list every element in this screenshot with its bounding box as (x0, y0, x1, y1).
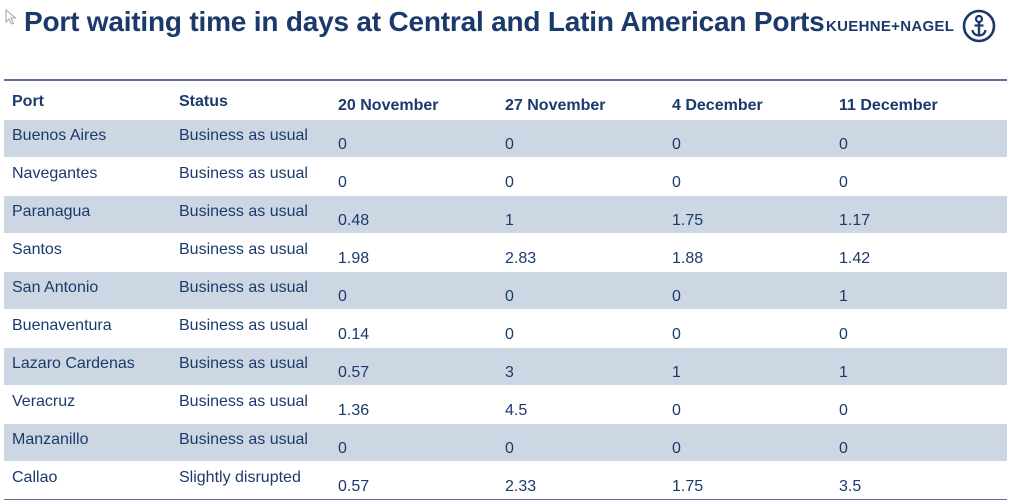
column-header: Port (12, 93, 44, 110)
status-cell: Business as usual (179, 355, 308, 372)
waiting-days-cell: 0 (338, 174, 347, 191)
table-row: Santos Business as usual 1.98 2.83 1.88 1.42 (4, 233, 1007, 271)
status-cell: Business as usual (179, 279, 308, 296)
port-name-cell: Paranagua (12, 203, 91, 220)
status-cell: Business as usual (179, 127, 308, 144)
port-name-cell: Callao (12, 469, 58, 486)
waiting-days-cell: 1.75 (672, 212, 704, 229)
waiting-days-cell: 1 (839, 364, 848, 381)
waiting-days-cell: 0 (839, 136, 848, 153)
column-header: Status (179, 93, 228, 110)
table-row: Buenos Aires Business as usual 0 0 0 0 (4, 119, 1007, 157)
waiting-days-cell: 0 (839, 326, 848, 343)
waiting-days-cell: 0.48 (338, 212, 370, 229)
table-header: Port Status 20 November 27 November 4 Decemb… (4, 81, 1007, 119)
status-cell: Business as usual (179, 317, 308, 334)
table-row: Paranagua Business as usual 0.48 1 1.75 1.17 (4, 195, 1007, 233)
waiting-days-cell: 0 (505, 326, 514, 343)
waiting-days-cell: 1.17 (839, 212, 871, 229)
waiting-days-cell: 4.5 (505, 402, 528, 419)
table-row: Buenaventura Business as usual 0.14 0 0 0 (4, 309, 1007, 347)
waiting-days-cell: 3.5 (839, 478, 862, 495)
waiting-days-cell: 0 (338, 136, 347, 153)
waiting-days-cell: 0 (839, 402, 848, 419)
waiting-days-cell: 0.14 (338, 326, 370, 343)
waiting-days-cell: 0.57 (338, 364, 370, 381)
waiting-days-cell: 2.83 (505, 250, 537, 267)
port-name-cell: San Antonio (12, 279, 99, 296)
waiting-days-cell: 1 (839, 288, 848, 305)
waiting-days-cell: 1 (505, 212, 514, 229)
port-name-cell: Buenaventura (12, 317, 112, 334)
table-row: Callao Slightly disrupted 0.57 2.33 1.75 3.5 (4, 461, 1007, 499)
port-waiting-table: Port Status 20 November 27 November 4 Decemb… (4, 79, 1007, 500)
status-cell: Business as usual (179, 203, 308, 220)
status-cell: Slightly disrupted (179, 469, 301, 486)
waiting-days-cell: 1.42 (839, 250, 871, 267)
waiting-days-cell: 1.75 (672, 478, 704, 495)
waiting-days-cell: 0 (672, 440, 681, 457)
table-row: San Antonio Business as usual 0 0 0 1 (4, 271, 1007, 309)
waiting-days-cell: 0 (338, 440, 347, 457)
waiting-days-cell: 0 (672, 136, 681, 153)
waiting-days-cell: 0 (505, 440, 514, 457)
port-name-cell: Manzanillo (12, 431, 89, 448)
port-name-cell: Lazaro Cardenas (12, 355, 135, 372)
waiting-days-cell: 0 (672, 326, 681, 343)
waiting-days-cell: 1.98 (338, 250, 370, 267)
status-cell: Business as usual (179, 431, 308, 448)
column-header: 20 November (338, 97, 439, 114)
port-name-cell: Navegantes (12, 165, 98, 182)
waiting-days-cell: 3 (505, 364, 514, 381)
waiting-days-cell: 0 (505, 136, 514, 153)
waiting-days-cell: 0.57 (338, 478, 370, 495)
status-cell: Business as usual (179, 393, 308, 410)
waiting-days-cell: 0 (505, 288, 514, 305)
port-name-cell: Santos (12, 241, 62, 258)
header-rule (4, 79, 1007, 81)
table-row: Veracruz Business as usual 1.36 4.5 0 0 (4, 385, 1007, 423)
mouse-cursor-icon (5, 9, 17, 25)
company-logo: KUEHNE+NAGEL (826, 9, 996, 43)
table-row: Manzanillo Business as usual 0 0 0 0 (4, 423, 1007, 461)
page-title: Port waiting time in days at Central and… (24, 6, 825, 37)
table-row: Navegantes Business as usual 0 0 0 0 (4, 157, 1007, 195)
waiting-days-cell: 0 (338, 288, 347, 305)
waiting-days-cell: 0 (839, 174, 848, 191)
table-body: Buenos Aires Business as usual 0 0 0 0 Navegan… (4, 119, 1007, 499)
port-name-cell: Buenos Aires (12, 127, 107, 144)
status-cell: Business as usual (179, 165, 308, 182)
column-header: 4 December (672, 97, 763, 114)
waiting-days-cell: 1.36 (338, 402, 370, 419)
port-name-cell: Veracruz (12, 393, 76, 410)
column-header: 11 December (839, 97, 938, 114)
waiting-days-cell: 2.33 (505, 478, 537, 495)
waiting-days-cell: 0 (505, 174, 514, 191)
waiting-days-cell: 1 (672, 364, 681, 381)
anchor-icon (962, 9, 996, 43)
waiting-days-cell: 0 (672, 174, 681, 191)
waiting-days-cell: 0 (839, 440, 848, 457)
waiting-days-cell: 1.88 (672, 250, 704, 267)
waiting-days-cell: 0 (672, 402, 681, 419)
table-row: Lazaro Cardenas Business as usual 0.57 3 1 1 (4, 347, 1007, 385)
waiting-days-cell: 0 (672, 288, 681, 305)
column-header: 27 November (505, 97, 606, 114)
logo-text: KUEHNE+NAGEL (826, 17, 955, 35)
status-cell: Business as usual (179, 241, 308, 258)
